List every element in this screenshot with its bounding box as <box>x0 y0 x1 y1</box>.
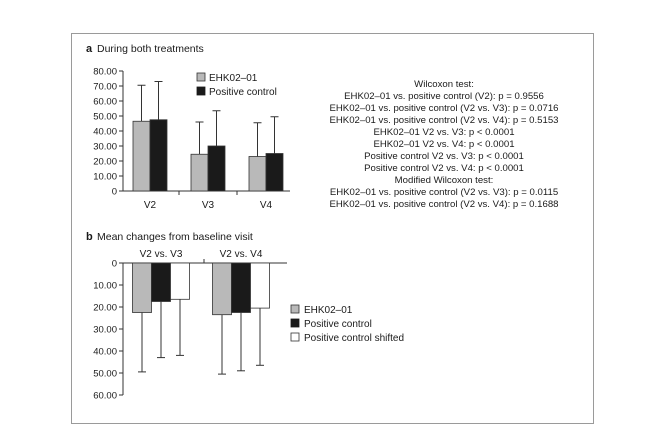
panel-a-title: During both treatments <box>97 43 204 55</box>
y-tick-label: 0 <box>112 187 117 198</box>
bar <box>149 119 168 192</box>
panel-b-legend: EHK02–01 Positive control Positive contr… <box>290 304 404 344</box>
stats-line: EHK02–01 vs. positive control (V2 vs. V3… <box>329 103 558 114</box>
legend-a-label-positive: Positive control <box>209 87 277 98</box>
bar <box>265 153 284 192</box>
y-tick-label: 50.00 <box>93 369 117 380</box>
legend-b-swatch-ehk <box>290 304 300 314</box>
y-tick-label: 0 <box>112 259 117 270</box>
y-tick-label: 30.00 <box>93 142 117 153</box>
stats-line: Wilcoxon test: <box>414 79 474 90</box>
bar <box>207 145 226 192</box>
y-tick-label: 50.00 <box>93 112 117 123</box>
y-tick-label: 80.00 <box>93 67 117 78</box>
panel-b-title: Mean changes from baseline visit <box>97 231 253 243</box>
legend-b-swatch-positive <box>290 318 300 328</box>
stats-line: Positive control V2 vs. V3: p < 0.0001 <box>364 151 524 162</box>
y-tick-label: 60.00 <box>93 97 117 108</box>
y-tick-label: 10.00 <box>93 172 117 183</box>
stats-line: EHK02–01 vs. positive control (V2 vs. V4… <box>329 199 558 210</box>
panel-a-letter: a <box>86 43 93 55</box>
stats-line: EHK02–01 V2 vs. V4: p < 0.0001 <box>373 139 514 150</box>
x-tick-label: V3 <box>202 200 215 211</box>
y-tick-label: 40.00 <box>93 347 117 358</box>
bar <box>231 262 251 313</box>
panel-a-chart: 0 10.00 20.00 30.00 40.00 50.00 60.00 70.00 80.0… <box>93 67 290 211</box>
y-tick-label: 30.00 <box>93 325 117 336</box>
stats-annotations: Wilcoxon test: EHK02–01 vs. positive con… <box>329 79 558 210</box>
bar <box>250 262 270 309</box>
legend-a-label-ehk: EHK02–01 <box>209 73 258 84</box>
x-tick-label: V2 <box>144 200 157 211</box>
stats-line: EHK02–01 vs. positive control (V2 vs. V4… <box>329 115 558 126</box>
x-tick-label: V2 vs. V4 <box>220 249 263 260</box>
stats-line: EHK02–01 V2 vs. V3: p < 0.0001 <box>373 127 514 138</box>
legend-a-swatch-ehk <box>196 72 206 82</box>
legend-b-swatch-shifted <box>290 332 300 342</box>
y-tick-label: 40.00 <box>93 127 117 138</box>
bar <box>248 156 267 192</box>
y-tick-label: 20.00 <box>93 303 117 314</box>
panel-b-chart: 0 10.00 20.00 30.00 40.00 50.00 60.00 V2 vs. V3… <box>93 249 287 402</box>
stats-line: EHK02–01 vs. positive control (V2 vs. V3… <box>330 187 558 198</box>
legend-b-label-positive: Positive control <box>304 319 372 330</box>
panel-b-letter: b <box>86 231 93 243</box>
y-tick-label: 20.00 <box>93 157 117 168</box>
panel-a-legend: EHK02–01 Positive control <box>196 72 277 98</box>
stats-line: EHK02–01 vs. positive control (V2): p = … <box>344 91 544 102</box>
bar <box>212 262 232 316</box>
y-tick-label: 70.00 <box>93 82 117 93</box>
legend-b-label-ehk: EHK02–01 <box>304 305 353 316</box>
bar <box>132 262 152 313</box>
stats-line: Positive control V2 vs. V4: p < 0.0001 <box>364 163 524 174</box>
y-tick-label: 60.00 <box>93 391 117 402</box>
x-tick-label: V4 <box>260 200 273 211</box>
bar <box>151 262 171 302</box>
legend-b-label-shifted: Positive control shifted <box>304 333 404 344</box>
x-tick-label: V2 vs. V3 <box>140 249 183 260</box>
legend-a-swatch-positive <box>196 86 206 96</box>
bar <box>132 120 151 192</box>
bar <box>170 262 190 300</box>
bar <box>190 153 209 192</box>
y-tick-label: 10.00 <box>93 281 117 292</box>
stats-line: Modified Wilcoxon test: <box>395 175 494 186</box>
